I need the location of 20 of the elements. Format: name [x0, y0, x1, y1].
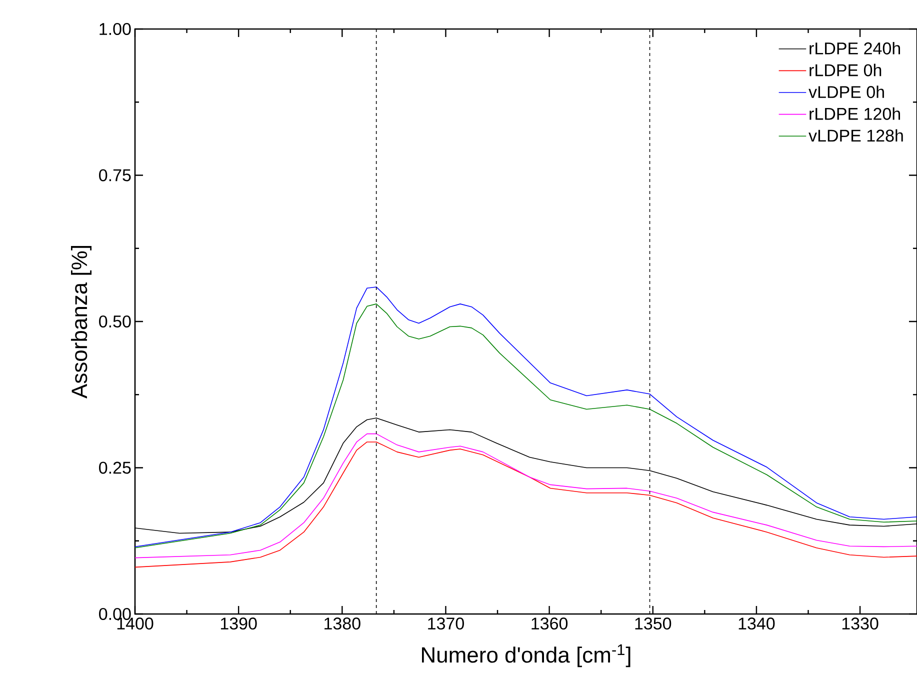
x-tick-label: 1380: [324, 618, 360, 630]
legend-label: vLDPE 0h: [808, 86, 884, 98]
legend-label: rLDPE 240h: [810, 42, 900, 54]
x-tick-label: 1360: [532, 618, 568, 630]
y-tick-label: 0.50: [99, 315, 131, 328]
y-tick-label: 0.00: [99, 608, 131, 620]
y-tick-label: 0.25: [99, 462, 131, 474]
legend-label: vLDPE 128h: [808, 129, 903, 142]
legend-label: rLDPE 120h: [810, 107, 900, 120]
x-tick-label: 1340: [738, 618, 775, 630]
legend-label: rLDPE 0h: [810, 64, 882, 76]
x-tick-label: 1350: [635, 618, 672, 630]
y-tick-label: 0.75: [99, 169, 131, 182]
x-tick-label: 1370: [428, 618, 464, 630]
x-axis-title: Numero d'onda [cm$^{-1}$]: [422, 644, 630, 668]
y-tick-label: 1.00: [100, 22, 131, 36]
x-tick-label: 1400: [117, 618, 154, 630]
x-tick-label: 1390: [220, 618, 257, 630]
x-tick-label: 1330: [842, 618, 878, 630]
y-axis-title: Assorbanza [%]: [70, 246, 92, 398]
